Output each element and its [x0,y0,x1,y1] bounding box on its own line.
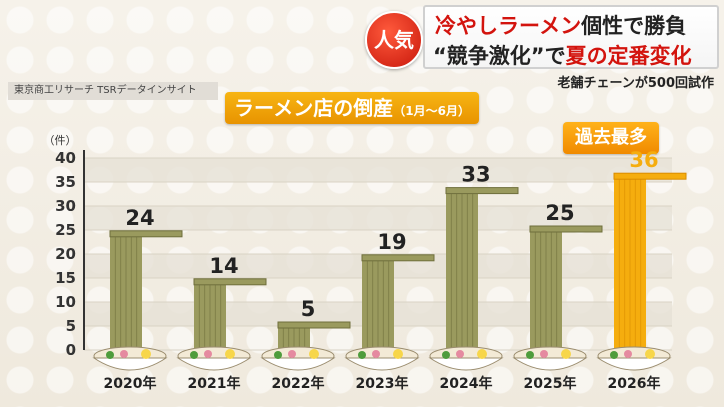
bar-shelf [277,321,351,329]
y-tick-label: 15 [55,269,76,287]
x-tick-label: 2021年 [188,375,241,392]
y-tick-label: 35 [55,173,76,191]
x-tick-label: 2024年 [440,375,493,392]
bowl-egg [477,349,487,359]
bar-value-label: 33 [461,163,490,187]
bowl-body [596,357,672,371]
chart-title: ラーメン店の倒産 [234,96,394,120]
bowl-naruto [540,350,548,358]
bar-shelf [361,254,435,262]
y-axis-label: （件） [44,134,77,147]
bowl-greens [190,351,198,359]
bowl-naruto [372,350,380,358]
bowl-naruto [456,350,464,358]
chart-subtitle: （1月〜6月） [393,104,470,118]
bar-value-label: 25 [545,201,574,225]
y-tick-label: 5 [66,317,76,335]
bowl-naruto [624,350,632,358]
headline-line-2: “競争激化”で夏の定番変化 [433,40,692,70]
bowl-egg [393,349,403,359]
bowl-naruto [204,350,212,358]
headline-red-1: 冷やしラーメン [435,14,582,38]
bowl-body [512,357,588,371]
bar-value-label: 19 [377,230,406,254]
y-tick-label: 25 [55,221,76,239]
headline-black-1: 個性で勝負 [581,14,687,38]
x-tick-label: 2025年 [524,375,577,392]
bowl-greens [526,351,534,359]
x-tick-label: 2023年 [356,375,409,392]
bowl-body [176,357,252,371]
bowl-egg [225,349,235,359]
headline-box: 冷やしラーメン個性で勝負 “競争激化”で夏の定番変化 [423,5,719,69]
bar-value-label: 5 [301,297,316,321]
bowl-body [260,357,336,371]
bar-shelf [193,278,267,286]
bowl-egg [309,349,319,359]
bowl-body [92,357,168,371]
bowl-body [344,357,420,371]
source-credit: 東京商工リサーチ TSRデータインサイト [8,82,218,100]
x-tick-label: 2022年 [272,375,325,392]
headline-black-2: “競争激化”で [433,44,566,68]
bowl-greens [106,351,114,359]
bar-shelf [109,230,183,238]
headline-red-2: 夏の定番変化 [565,44,692,68]
bowl-greens [274,351,282,359]
y-tick-label: 10 [55,293,76,311]
x-tick-label: 2020年 [104,375,157,392]
bar-shelf [445,187,519,195]
y-tick-label: 30 [55,197,76,215]
top-banner: 人気 冷やしラーメン個性で勝負 “競争激化”で夏の定番変化 [365,5,719,69]
y-tick-label: 20 [55,245,76,263]
x-tick-label: 2026年 [608,375,661,392]
popular-badge: 人気 [365,11,423,69]
y-tick-label: 40 [55,149,76,167]
bowl-egg [645,349,655,359]
bowl-naruto [288,350,296,358]
tagline: 老舗チェーンが500回試作 [557,76,715,91]
bowl-greens [610,351,618,359]
bar-value-label: 14 [209,254,238,278]
headline-line-1: 冷やしラーメン個性で勝負 [435,10,686,40]
bowl-naruto [120,350,128,358]
bar-shelf [529,225,603,233]
bowl-egg [561,349,571,359]
bar-shelf [613,172,687,180]
chart-title-box: ラーメン店の倒産（1月〜6月） [225,92,479,124]
bowl-body [428,357,504,371]
bar-value-label: 36 [629,148,658,172]
y-tick-label: 0 [66,341,76,359]
bowl-greens [358,351,366,359]
bowl-egg [141,349,151,359]
grid-band [84,158,672,182]
bar-value-label: 24 [125,206,154,230]
record-high-label: 過去最多 [563,122,659,154]
bowl-greens [442,351,450,359]
